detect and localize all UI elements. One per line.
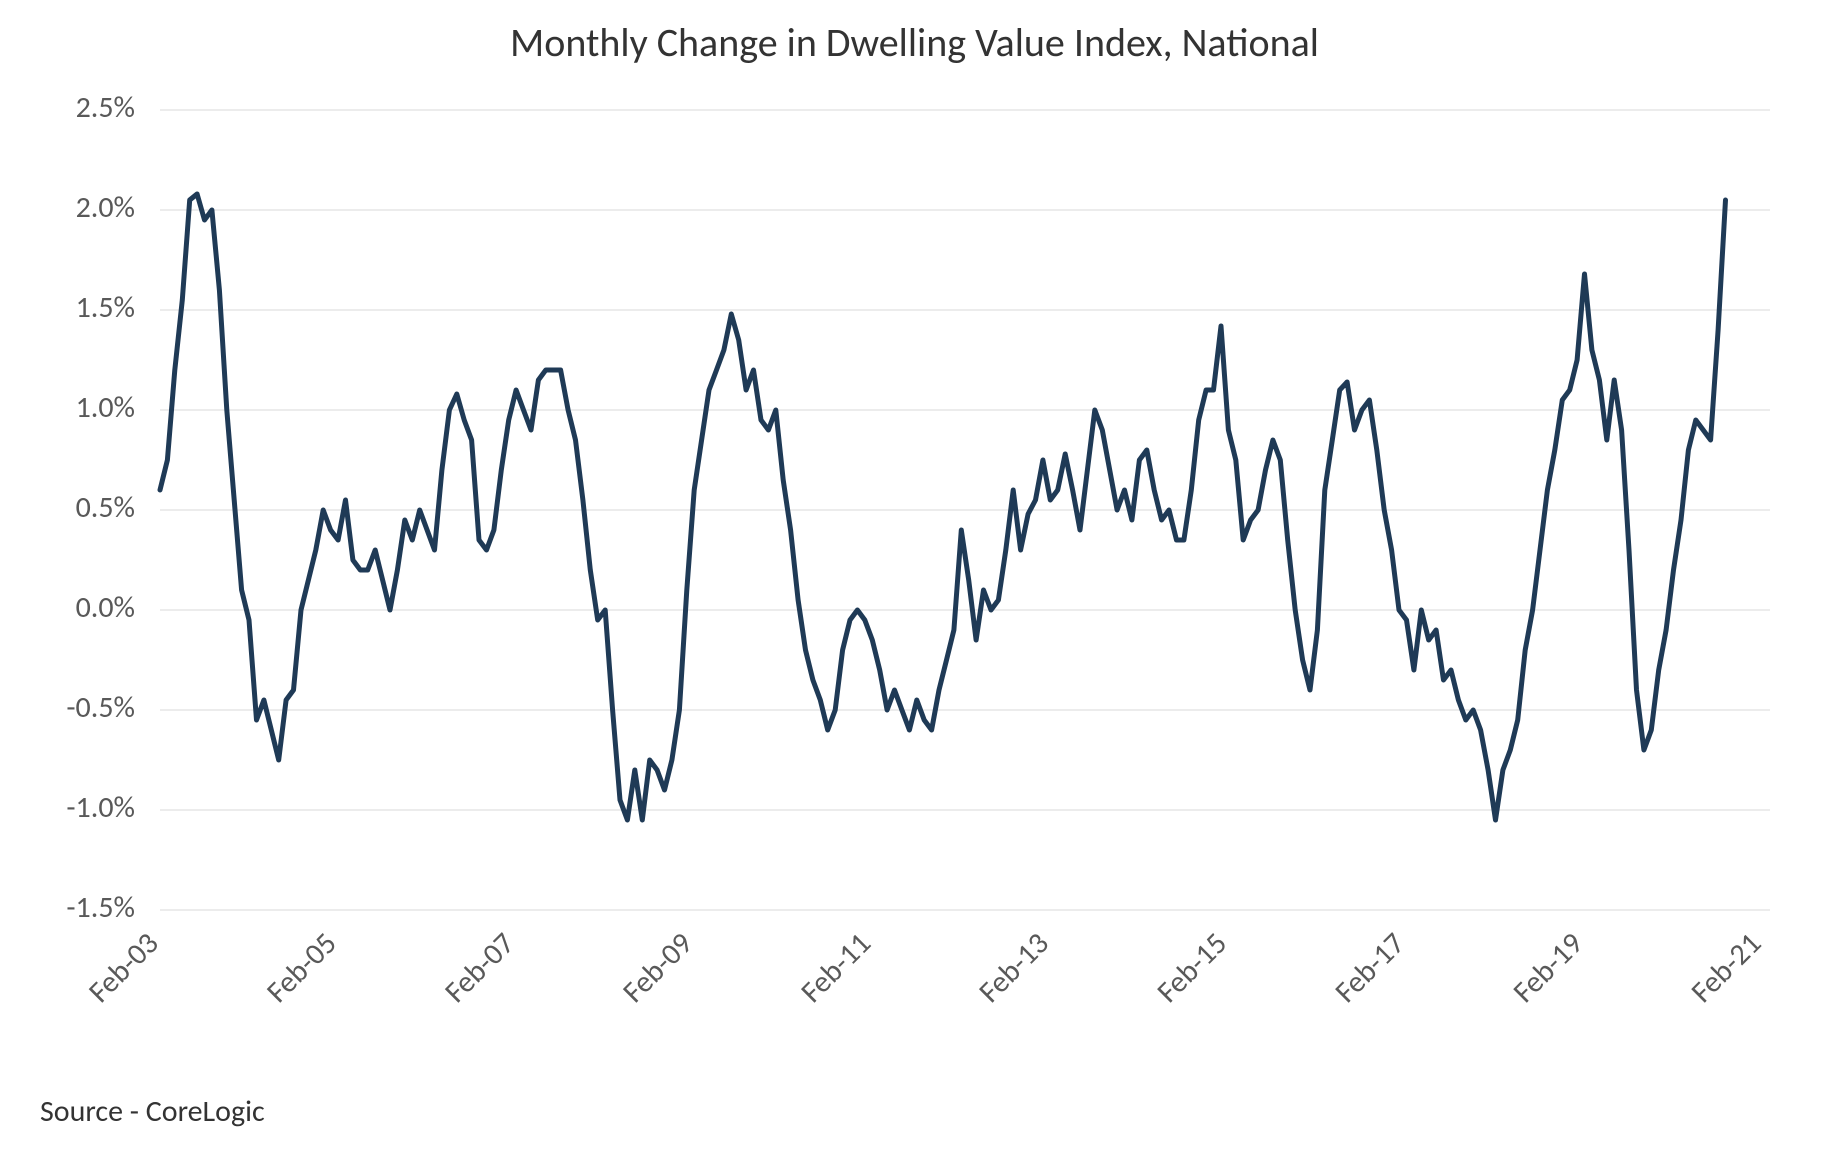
data-series xyxy=(160,194,1726,820)
y-tick-label: 2.5% xyxy=(76,89,135,126)
line-chart: -1.5%-1.0%-0.5%0.0%0.5%1.0%1.5%2.0%2.5% … xyxy=(0,0,1829,1158)
y-tick-label: 0.5% xyxy=(76,489,135,526)
x-tick-label: Feb-21 xyxy=(1684,925,1769,1010)
x-tick-label: Feb-17 xyxy=(1328,925,1413,1010)
value-line xyxy=(160,194,1726,820)
x-axis-ticks: Feb-03 Feb-05 Feb-07 Feb-09 Feb-11 Feb-13 Feb-… xyxy=(81,925,1769,1010)
x-tick-label: Feb-03 xyxy=(81,925,166,1010)
y-axis-ticks: -1.5% -1.0% -0.5% 0.0% 0.5% 1.0% 1.5% 2.0% 2.5% xyxy=(66,89,135,926)
x-tick-label: Feb-11 xyxy=(793,925,878,1010)
y-tick-label: 2.0% xyxy=(76,189,135,226)
chart-container: Monthly Change in Dwelling Value Index, … xyxy=(0,0,1829,1158)
y-tick-label: 1.5% xyxy=(76,289,135,326)
y-tick-label: -1.5% xyxy=(66,889,135,926)
x-tick-label: Feb-19 xyxy=(1506,925,1591,1010)
y-tick-label: 0.0% xyxy=(76,589,135,626)
x-tick-label: Feb-15 xyxy=(1149,925,1234,1010)
y-tick-label: -0.5% xyxy=(66,689,135,726)
x-tick-label: Feb-09 xyxy=(615,925,700,1010)
y-tick-label: 1.0% xyxy=(76,389,135,426)
x-tick-label: Feb-13 xyxy=(971,925,1056,1010)
y-tick-label: -1.0% xyxy=(66,789,135,826)
x-tick-label: Feb-07 xyxy=(437,925,522,1010)
grid-lines xyxy=(160,110,1770,910)
x-tick-label: Feb-05 xyxy=(259,925,344,1010)
